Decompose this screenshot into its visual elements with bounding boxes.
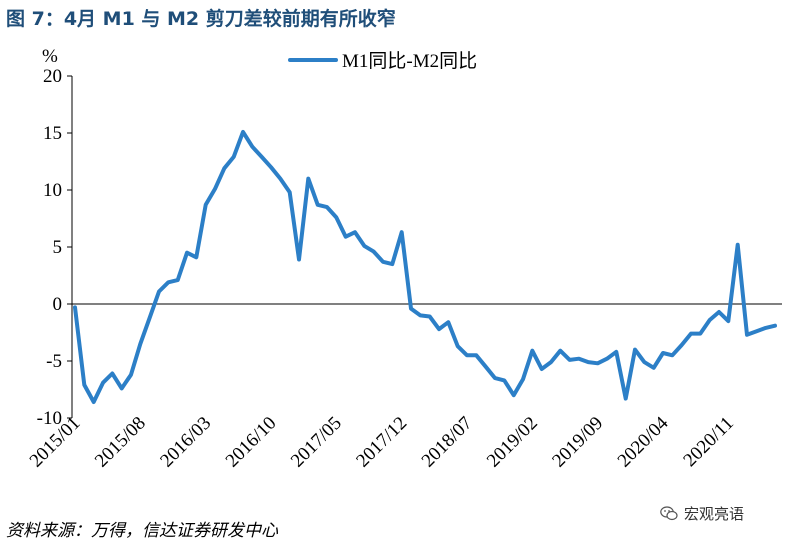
wechat-icon <box>660 506 678 521</box>
x-tick-label: 2020/11 <box>679 413 737 471</box>
legend-label: M1同比-M2同比 <box>342 50 477 72</box>
figure-title: 图 7：4月 M1 与 M2 剪刀差较前期有所收窄 <box>6 8 396 30</box>
y-tick-label: -10 <box>37 408 62 429</box>
watermark-text: 宏观亮语 <box>684 505 745 523</box>
x-tick-label: 2017/12 <box>352 413 411 472</box>
series-line <box>73 129 777 404</box>
y-axis-unit: % <box>42 46 58 67</box>
y-tick-label: 5 <box>53 237 63 258</box>
x-tick-label: 2015/08 <box>91 413 150 472</box>
y-axis: -10 -5 0 5 10 15 20% <box>37 46 73 429</box>
x-tick-label: 2019/09 <box>548 413 607 472</box>
y-tick-label: 10 <box>43 180 62 201</box>
legend: M1同比-M2同比 <box>288 50 477 72</box>
x-tick-label: 2017/05 <box>287 413 346 472</box>
y-tick-label: -5 <box>46 351 62 372</box>
x-tick-label: 2020/04 <box>614 412 673 471</box>
watermark: 宏观亮语 <box>660 503 744 524</box>
y-tick-label: 0 <box>53 294 63 315</box>
x-tick-label: 2016/03 <box>156 413 215 472</box>
x-tick-label: 2016/10 <box>222 413 281 472</box>
source-note: 资料来源：万得，信达证券研发中心 <box>6 521 278 541</box>
x-tick-label: 2018/07 <box>418 413 477 472</box>
y-tick-label: 20 <box>43 66 62 87</box>
series-layer <box>73 129 777 404</box>
x-tick-label: 2019/02 <box>483 413 542 472</box>
y-tick-label: 15 <box>43 123 62 144</box>
x-axis: 2015/01 2015/08 2016/03 2016/10 2017/05 2017/… <box>26 303 782 472</box>
